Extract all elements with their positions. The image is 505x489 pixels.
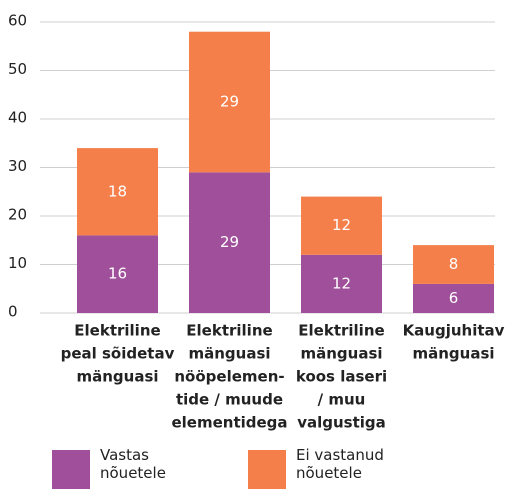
bar-segment xyxy=(189,31,270,173)
value-label: 6 xyxy=(449,289,459,307)
x-tick-label: Elektriline xyxy=(298,322,384,340)
x-tick-label: / muu xyxy=(318,391,366,409)
y-tick-label: 10 xyxy=(8,254,27,272)
value-label: 12 xyxy=(332,216,351,234)
x-tick-label: tide / muude xyxy=(176,391,283,409)
x-tick-label: koos laseri xyxy=(296,368,387,386)
bar-segment xyxy=(77,235,158,313)
x-tick-label: peal sõidetav xyxy=(61,345,175,363)
y-tick-label: 40 xyxy=(8,109,27,127)
x-tick-label: Elektriline xyxy=(74,322,160,340)
bar-segment xyxy=(413,245,494,284)
y-tick-label: 0 xyxy=(8,303,18,321)
value-label: 16 xyxy=(108,265,127,283)
bar-segment xyxy=(77,148,158,236)
x-tick-label: Elektriline xyxy=(186,322,272,340)
bar-segment xyxy=(301,254,382,313)
x-tick-label: elementidega xyxy=(171,414,287,432)
y-tick-label: 60 xyxy=(8,12,27,30)
value-label: 12 xyxy=(332,274,351,292)
x-tick-label: Kaugjuhitav xyxy=(403,322,505,340)
legend-swatch xyxy=(248,450,286,489)
legend-swatch xyxy=(52,450,90,489)
value-label: 29 xyxy=(220,233,239,251)
legend-label: Vastas nõuetele xyxy=(100,446,166,482)
value-label: 18 xyxy=(108,182,127,200)
x-tick-label: valgustiga xyxy=(297,414,386,432)
x-tick-label: mänguasi xyxy=(76,368,158,386)
legend-label: Ei vastanud nõuetele xyxy=(296,446,384,482)
bar-segment xyxy=(413,283,494,313)
x-tick-label: mänguasi xyxy=(188,345,270,363)
value-label: 29 xyxy=(220,93,239,111)
bar-segment xyxy=(301,196,382,255)
x-tick-label: nööpelemen- xyxy=(174,368,284,386)
x-tick-label: mänguasi xyxy=(412,345,494,363)
x-tick-label: mänguasi xyxy=(300,345,382,363)
value-label: 8 xyxy=(449,255,459,273)
y-tick-label: 20 xyxy=(8,206,27,224)
y-tick-label: 30 xyxy=(8,157,27,175)
y-tick-label: 50 xyxy=(8,60,27,78)
bar-segment xyxy=(189,172,270,313)
